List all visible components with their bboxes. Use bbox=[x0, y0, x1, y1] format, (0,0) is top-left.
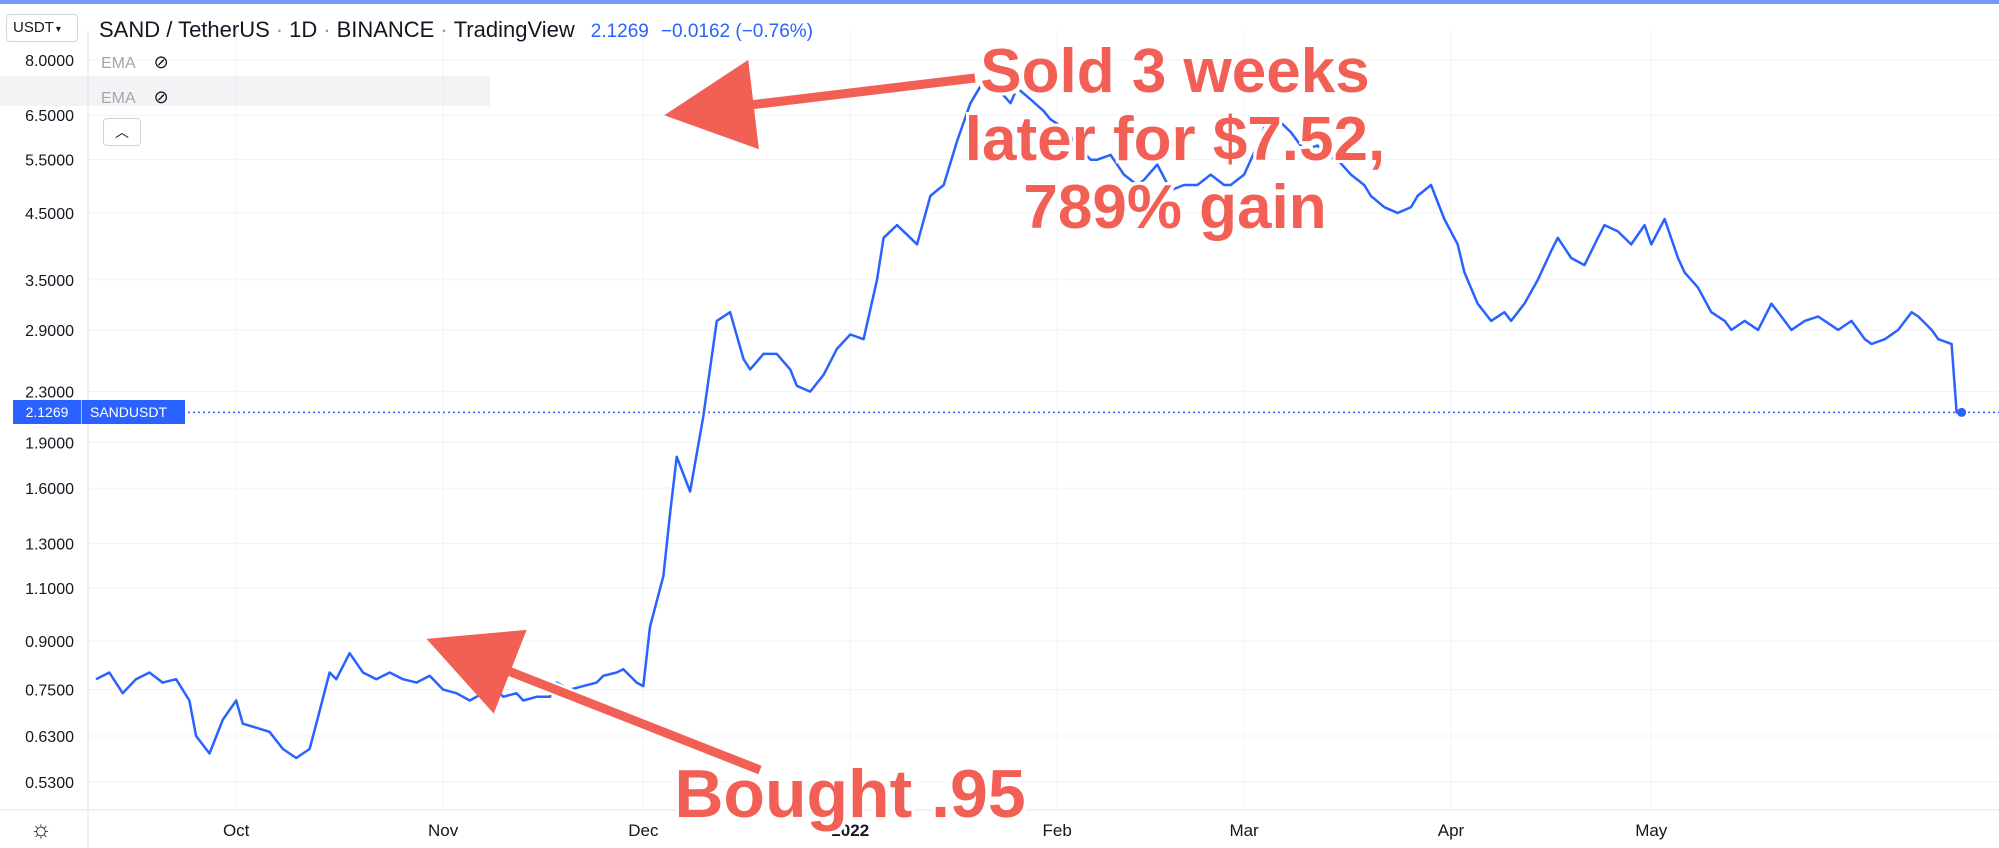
eye-off-icon[interactable]: ⊘ bbox=[153, 52, 169, 72]
annotation-line: 789% gain bbox=[1023, 173, 1327, 242]
symbol-name[interactable]: SAND / TetherUS bbox=[99, 17, 270, 42]
vertical-grid bbox=[235, 30, 1652, 810]
time-axis: Oct Nov Dec 2022 Feb Mar Apr May bbox=[223, 821, 1668, 840]
last-price-point bbox=[1957, 407, 1967, 417]
annotation-line: later for $7.52, bbox=[964, 105, 1386, 174]
sold-arrow-stroke bbox=[664, 59, 976, 150]
chevron-down-icon: ▾ bbox=[55, 24, 61, 35]
indicator-label: EMA bbox=[101, 55, 136, 72]
annotation-line: Sold 3 weeks bbox=[980, 37, 1370, 106]
x-tick-label: 2022 bbox=[831, 821, 869, 840]
x-tick-label: Dec bbox=[628, 821, 659, 840]
x-tick-label: May bbox=[1635, 821, 1668, 840]
last-price-badge: 2.1269 SANDUSDT bbox=[13, 400, 185, 425]
y-tick-label: 0.7500 bbox=[25, 683, 74, 700]
eye-off-icon[interactable]: ⊘ bbox=[153, 87, 169, 107]
badge-price: 2.1269 bbox=[13, 400, 82, 425]
interval-label[interactable]: 1D bbox=[289, 17, 318, 42]
y-tick-label: 2.9000 bbox=[25, 323, 74, 340]
annotation-sold: Sold 3 weeks later for $7.52, 789% gain bbox=[955, 38, 1395, 242]
y-tick-label: 6.5000 bbox=[25, 108, 74, 125]
top-accent-rule bbox=[0, 0, 1999, 4]
y-tick-label: 1.1000 bbox=[25, 581, 74, 598]
bought-arrow-stroke bbox=[426, 629, 762, 775]
y-tick-label: 0.6300 bbox=[25, 729, 74, 746]
x-tick-label: Nov bbox=[428, 821, 459, 840]
y-tick-label: 0.9000 bbox=[25, 634, 74, 651]
horizontal-grid bbox=[88, 59, 1999, 783]
y-tick-label: 1.6000 bbox=[25, 481, 74, 498]
collapse-legend-button[interactable]: ︿ bbox=[103, 118, 141, 146]
y-tick-label: 0.5300 bbox=[25, 775, 74, 792]
y-tick-label: 5.5000 bbox=[25, 153, 74, 170]
source-label: TradingView bbox=[453, 17, 575, 42]
indicator-legend-bar bbox=[0, 76, 490, 106]
price-axis: 0.5300 0.6300 0.7500 0.9000 1.1000 1.3000 1.60… bbox=[25, 53, 74, 792]
symbol-header: SAND / TetherUS · 1D · BINANCE · TradingView 2.… bbox=[99, 17, 814, 42]
y-tick-label: 1.9000 bbox=[25, 435, 74, 452]
y-tick-label: 1.3000 bbox=[25, 536, 74, 553]
x-tick-label: Mar bbox=[1229, 821, 1259, 840]
y-tick-label: 3.5000 bbox=[25, 273, 74, 290]
last-price: 2.1269 bbox=[590, 21, 649, 42]
series-line-sandusdt bbox=[95, 79, 1962, 760]
chevron-up-icon: ︿ bbox=[115, 124, 129, 140]
currency-label: USDT bbox=[13, 19, 54, 36]
x-tick-label: Apr bbox=[1438, 821, 1465, 840]
y-tick-label: 8.0000 bbox=[25, 53, 74, 70]
price-change: −0.0162 (−0.76%) bbox=[660, 21, 814, 42]
annotation-bought: Bought .95 bbox=[674, 756, 1026, 832]
exchange-label: BINANCE bbox=[336, 17, 435, 42]
currency-selector[interactable]: USDT ▾ bbox=[6, 14, 78, 42]
indicator-row-1[interactable]: EMA ⊘ bbox=[101, 50, 169, 74]
x-tick-label: Oct bbox=[223, 821, 250, 840]
y-tick-label: 4.5000 bbox=[25, 206, 74, 223]
indicator-row-2[interactable]: EMA ⊘ bbox=[101, 85, 169, 109]
gear-icon[interactable]: ☼ bbox=[30, 816, 52, 843]
x-tick-label: Feb bbox=[1043, 821, 1072, 840]
indicator-label: EMA bbox=[101, 90, 136, 107]
y-tick-label: 2.3000 bbox=[25, 385, 74, 402]
badge-ticker: SANDUSDT bbox=[90, 404, 168, 421]
